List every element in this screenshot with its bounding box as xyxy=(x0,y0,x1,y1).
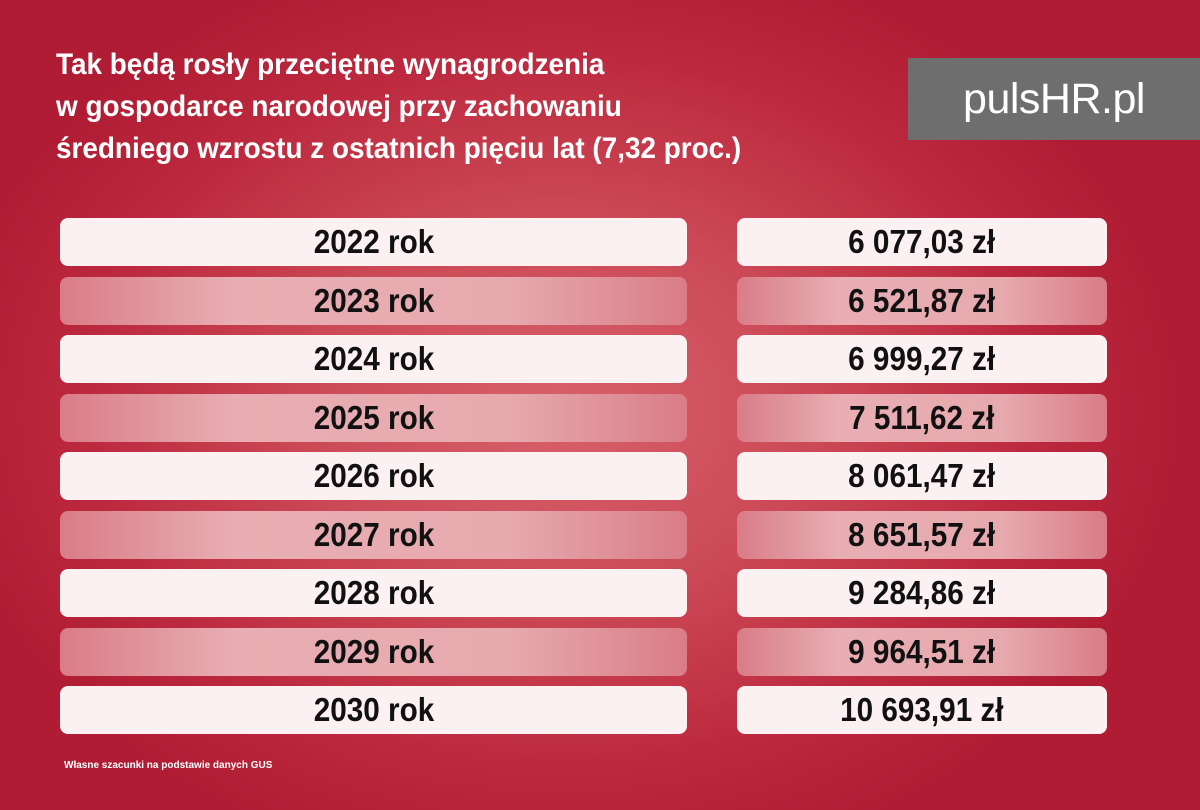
table-row-salary: 8 061,47 zł xyxy=(737,452,1107,500)
table-row-year: 2026 rok xyxy=(60,452,687,500)
year-label: 2027 rok xyxy=(313,516,434,553)
salary-value: 8 651,57 zł xyxy=(848,516,996,553)
year-label: 2026 rok xyxy=(313,457,434,494)
table-row-year: 2024 rok xyxy=(60,335,687,383)
salary-value: 7 511,62 zł xyxy=(849,399,995,436)
title-line: średniego wzrostu z ostatnich pięciu lat… xyxy=(56,132,742,165)
salary-value: 9 284,86 zł xyxy=(848,574,996,611)
year-label: 2030 rok xyxy=(313,691,434,728)
salary-value: 6 999,27 zł xyxy=(848,340,996,377)
salary-value: 10 693,91 zł xyxy=(840,691,1004,728)
year-label: 2028 rok xyxy=(313,574,434,611)
salary-value: 8 061,47 zł xyxy=(848,457,996,494)
table-row-year: 2028 rok xyxy=(60,569,687,617)
table-row-salary: 9 284,86 zł xyxy=(737,569,1107,617)
table-row-year: 2030 rok xyxy=(60,686,687,734)
year-label: 2022 rok xyxy=(313,223,434,260)
title-line: Tak będą rosły przeciętne wynagrodzenia xyxy=(56,48,605,81)
table-row-salary: 6 999,27 zł xyxy=(737,335,1107,383)
salary-value: 9 964,51 zł xyxy=(848,633,996,670)
table-row-year: 2022 rok xyxy=(60,218,687,266)
table-row-salary: 8 651,57 zł xyxy=(737,511,1107,559)
chart-title: Tak będą rosły przeciętne wynagrodzenia … xyxy=(56,44,837,170)
table-row-year: 2025 rok xyxy=(60,394,687,442)
table-row-salary: 9 964,51 zł xyxy=(737,628,1107,676)
table-row-salary: 6 077,03 zł xyxy=(737,218,1107,266)
table-row-salary: 7 511,62 zł xyxy=(737,394,1107,442)
table-row-year: 2023 rok xyxy=(60,277,687,325)
year-label: 2025 rok xyxy=(313,399,434,436)
table-row-salary: 10 693,91 zł xyxy=(737,686,1107,734)
pulshr-logo: pulsHR.pl xyxy=(908,58,1200,140)
salary-value: 6 077,03 zł xyxy=(848,223,996,260)
salary-value: 6 521,87 zł xyxy=(848,282,996,319)
year-label: 2023 rok xyxy=(313,282,434,319)
table-row-year: 2027 rok xyxy=(60,511,687,559)
year-label: 2024 rok xyxy=(313,340,434,377)
year-label: 2029 rok xyxy=(313,633,434,670)
table-row-salary: 6 521,87 zł xyxy=(737,277,1107,325)
source-footnote: Własne szacunki na podstawie danych GUS xyxy=(64,760,273,771)
title-line: w gospodarce narodowej przy zachowaniu xyxy=(56,90,622,123)
table-row-year: 2029 rok xyxy=(60,628,687,676)
